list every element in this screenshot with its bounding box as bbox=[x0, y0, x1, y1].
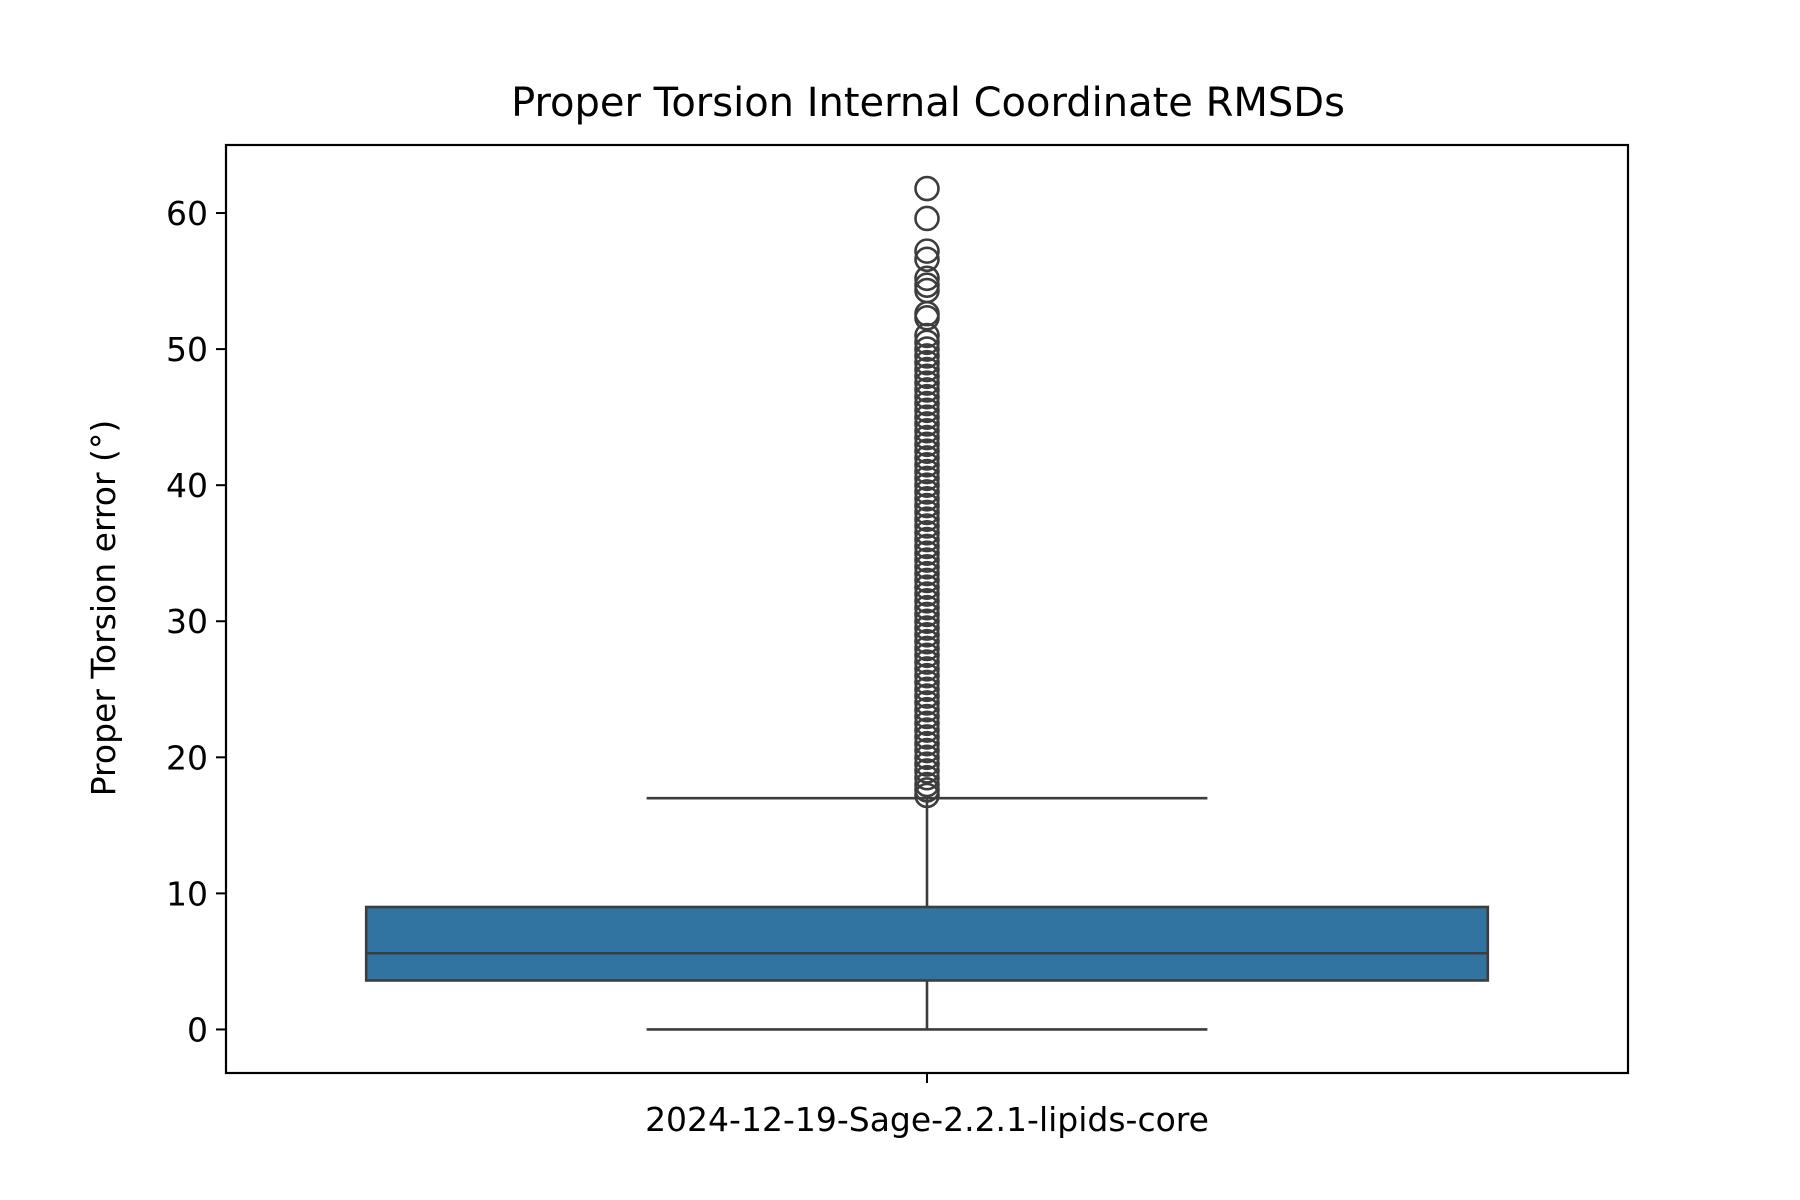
outlier-point bbox=[914, 635, 940, 662]
outlier-point bbox=[914, 656, 940, 682]
outlier-point bbox=[914, 642, 940, 669]
outlier-point bbox=[914, 377, 940, 403]
outlier-point bbox=[914, 724, 940, 750]
outlier-point bbox=[914, 370, 940, 396]
outlier-point bbox=[914, 492, 940, 519]
outlier-point bbox=[914, 574, 940, 601]
outlier-point bbox=[914, 649, 940, 675]
x-axis: 2024-12-19-Sage-2.2.1-lipids-core bbox=[645, 1073, 1209, 1139]
outlier-point bbox=[914, 472, 940, 498]
outlier-point bbox=[914, 683, 940, 709]
outlier-point bbox=[914, 417, 940, 444]
outlier-point bbox=[914, 363, 940, 390]
outlier-point bbox=[914, 744, 940, 771]
outlier-point bbox=[914, 246, 940, 273]
outlier-point bbox=[914, 601, 940, 628]
outlier-point bbox=[914, 438, 940, 464]
outlier-point bbox=[914, 730, 940, 757]
y-axis: 0 10 20 30 40 50 60 bbox=[166, 194, 226, 1049]
outlier-point bbox=[914, 526, 940, 553]
outlier-point bbox=[914, 356, 940, 383]
outlier-point bbox=[914, 751, 940, 777]
y-axis-label: Proper Torsion error (°) bbox=[84, 420, 123, 797]
outlier-point bbox=[914, 465, 940, 492]
outlier-point bbox=[914, 390, 940, 417]
chart-title: Proper Torsion Internal Coordinate RMSDs bbox=[511, 80, 1345, 126]
outlier-point bbox=[914, 608, 940, 635]
outlier-point bbox=[914, 710, 940, 737]
outlier-point bbox=[914, 622, 940, 648]
outlier-point bbox=[914, 737, 940, 764]
outlier-point bbox=[914, 703, 940, 730]
outlier-point bbox=[914, 696, 940, 723]
y-tick-label: 30 bbox=[166, 602, 208, 641]
outlier-point bbox=[914, 458, 940, 485]
outlier-point bbox=[914, 669, 940, 696]
outlier-point bbox=[914, 175, 940, 202]
y-tick-label: 40 bbox=[166, 466, 208, 505]
outlier-point bbox=[914, 329, 940, 356]
outlier-point bbox=[914, 343, 940, 369]
outlier-point bbox=[914, 205, 940, 232]
outlier-point bbox=[914, 272, 940, 298]
y-tick-label: 60 bbox=[166, 194, 208, 233]
outlier-point bbox=[914, 485, 940, 512]
outlier-point bbox=[914, 238, 940, 264]
y-tick-label: 20 bbox=[166, 738, 208, 777]
outlier-point bbox=[914, 588, 940, 614]
outlier-point bbox=[914, 690, 940, 716]
outlier-point bbox=[914, 445, 940, 471]
outlier-point bbox=[914, 628, 940, 655]
outlier-point bbox=[914, 662, 940, 689]
x-tick-label: 2024-12-19-Sage-2.2.1-lipids-core bbox=[645, 1100, 1209, 1139]
outlier-point bbox=[914, 411, 940, 437]
outlier-point bbox=[914, 771, 940, 798]
outlier-point bbox=[914, 520, 940, 546]
outlier-point bbox=[914, 397, 940, 424]
outlier-point bbox=[914, 506, 940, 532]
outlier-point bbox=[914, 615, 940, 641]
outlier-point bbox=[914, 499, 940, 526]
outlier-point bbox=[914, 404, 940, 430]
outlier-point bbox=[914, 758, 940, 784]
interquartile-box bbox=[364, 905, 1490, 982]
outlier-point bbox=[914, 513, 940, 539]
outlier-point bbox=[914, 265, 940, 292]
outlier-point bbox=[914, 424, 940, 451]
outlier-point bbox=[914, 594, 940, 621]
outlier-point bbox=[914, 554, 940, 580]
outlier-point bbox=[914, 336, 940, 362]
y-tick-label: 0 bbox=[187, 1010, 208, 1049]
outlier-point bbox=[914, 540, 940, 567]
outlier-point bbox=[914, 764, 940, 791]
outlier-point bbox=[914, 383, 940, 410]
outlier-point bbox=[914, 560, 940, 587]
outlier-point bbox=[914, 431, 940, 458]
outlier-point bbox=[914, 676, 940, 703]
outlier-point bbox=[914, 451, 940, 478]
outlier-point bbox=[914, 567, 940, 594]
outlier-point bbox=[914, 547, 940, 573]
plot-area bbox=[364, 175, 1490, 1031]
outlier-point bbox=[914, 717, 940, 743]
y-tick-label: 50 bbox=[166, 330, 208, 369]
y-tick-label: 10 bbox=[166, 874, 208, 913]
outlier-point bbox=[914, 479, 940, 505]
outlier-point bbox=[914, 581, 940, 607]
outlier-point bbox=[914, 533, 940, 560]
outlier-point bbox=[914, 349, 940, 376]
